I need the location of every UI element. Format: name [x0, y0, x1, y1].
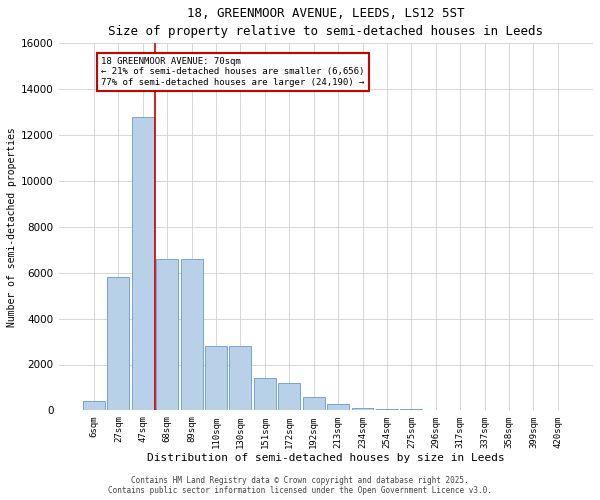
Bar: [132, 116, 154, 410]
Y-axis label: Number of semi-detached properties: Number of semi-detached properties: [7, 127, 17, 326]
Text: 18 GREENMOOR AVENUE: 70sqm
← 21% of semi-detached houses are smaller (6,656)
77%: 18 GREENMOOR AVENUE: 70sqm ← 21% of semi…: [101, 57, 365, 87]
Bar: [302, 396, 325, 410]
Bar: [205, 346, 227, 410]
Text: Contains HM Land Registry data © Crown copyright and database right 2025.
Contai: Contains HM Land Registry data © Crown c…: [108, 476, 492, 495]
Title: 18, GREENMOOR AVENUE, LEEDS, LS12 5ST
Size of property relative to semi-detached: 18, GREENMOOR AVENUE, LEEDS, LS12 5ST Si…: [109, 7, 544, 38]
Bar: [83, 401, 105, 410]
Bar: [352, 408, 373, 410]
Bar: [278, 383, 300, 410]
Bar: [107, 278, 130, 410]
Bar: [156, 259, 178, 410]
Bar: [229, 346, 251, 410]
Bar: [254, 378, 276, 410]
X-axis label: Distribution of semi-detached houses by size in Leeds: Distribution of semi-detached houses by …: [147, 453, 505, 463]
Bar: [181, 259, 203, 410]
Bar: [327, 404, 349, 410]
Bar: [376, 409, 398, 410]
Bar: [400, 409, 422, 410]
